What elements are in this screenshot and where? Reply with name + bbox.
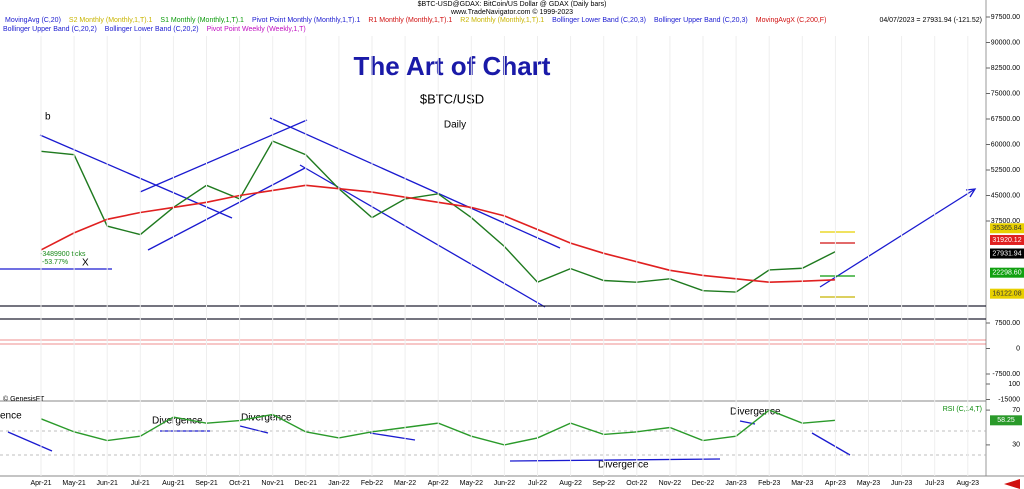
price-tag-label: 27931.94 <box>992 250 1021 257</box>
x-tick-label: May-21 <box>62 480 85 487</box>
y-tick-label: 30 <box>1012 442 1020 449</box>
annotation: b <box>45 112 51 123</box>
x-tick-label: Apr-23 <box>825 480 846 487</box>
y-tick-label: 97500.00 <box>991 14 1020 21</box>
legend-entry: Bollinger Lower Band (C,20,2) <box>105 26 199 33</box>
price-tag-label: 31920.12 <box>992 237 1021 244</box>
header-symbol: $BTC-USD@GDAX: BitCoin/US Dollar @ GDAX … <box>418 1 607 8</box>
y-tick-label: 45000.00 <box>991 192 1020 199</box>
scroll-arrow[interactable] <box>1004 479 1020 489</box>
price-tag-label: 16122.08 <box>992 291 1021 298</box>
price-tag <box>990 234 1024 245</box>
x-tick-label: Jun-23 <box>891 480 913 487</box>
price-tag <box>990 267 1024 278</box>
x-tick-label: Aug-23 <box>957 480 980 487</box>
x-tick-label: Jun-21 <box>96 480 118 487</box>
x-tick-label: Sep-21 <box>195 480 218 487</box>
legend-entry: MovingAvg (C,20) <box>5 17 61 24</box>
y-tick-label: 100 <box>1008 381 1020 388</box>
x-tick-label: Apr-21 <box>30 480 51 487</box>
x-tick-label: Mar-23 <box>791 480 813 487</box>
x-tick-label: Feb-23 <box>758 480 780 487</box>
legend-entry: S1 Monthly (Monthly,1,T).1 <box>160 17 244 24</box>
x-tick-label: May-23 <box>857 480 880 487</box>
y-tick-label: 52500.00 <box>991 167 1020 174</box>
chart-title: The Art of Chart <box>354 51 551 81</box>
x-tick-label: Jul-22 <box>528 480 547 487</box>
legend-entry: Bollinger Upper Band (C,20,3) <box>654 17 748 24</box>
y-tick-label: 7500.00 <box>995 320 1020 327</box>
x-tick-label: Mar-22 <box>394 480 416 487</box>
y-tick-label: 70 <box>1012 407 1020 414</box>
x-tick-label: Jan-22 <box>328 480 350 487</box>
period: Daily <box>444 120 466 131</box>
y-tick-label: -15000 <box>998 396 1020 403</box>
annotation: © GenesisFT <box>3 395 45 403</box>
legend-entry: MovingAvgX (C,200,F) <box>756 17 827 24</box>
legend-entry: Bollinger Lower Band (C,20,3) <box>552 17 646 24</box>
x-tick-label: Nov-22 <box>659 480 682 487</box>
annotation: X <box>82 258 89 269</box>
price-tag <box>990 288 1024 299</box>
annotation: Divergence <box>730 407 781 418</box>
annotation: -53.77% <box>42 259 68 266</box>
x-tick-label: Jan-23 <box>725 480 747 487</box>
value-label: 58.25 <box>997 417 1015 424</box>
price-tag-label: 22298.60 <box>992 270 1021 277</box>
y-tick-label: 90000.00 <box>991 39 1020 46</box>
value-tag <box>990 415 1022 426</box>
annotation: Divergence <box>152 416 203 427</box>
y-tick-label: 75000.00 <box>991 90 1020 97</box>
x-tick-label: Nov-21 <box>261 480 284 487</box>
legend-entry: S2 Monthly (Monthly,1,T).1 <box>69 17 153 24</box>
x-tick-label: Jul-21 <box>131 480 150 487</box>
chart-subtitle: $BTC/USD <box>420 91 484 106</box>
x-tick-label: Aug-22 <box>559 480 582 487</box>
legend-entry: Pivot Point Weekly (Weekly,1,T) <box>207 26 306 33</box>
x-tick-label: Oct-21 <box>229 480 250 487</box>
legend-entry: R2 Monthly (Monthly,1,T).1 <box>460 17 544 24</box>
x-tick-label: Sep-22 <box>592 480 615 487</box>
y-tick-label: 82500.00 <box>991 65 1020 72</box>
x-tick-label: Feb-22 <box>361 480 383 487</box>
annotation: ence <box>0 411 22 422</box>
y-tick-label: -7500.00 <box>992 371 1020 378</box>
legend-entry: Bollinger Upper Band (C,20,2) <box>3 26 97 33</box>
y-tick-label: 0 <box>1016 345 1020 352</box>
y-tick-label: 60000.00 <box>991 141 1020 148</box>
x-tick-label: Aug-21 <box>162 480 185 487</box>
annotation: Divergence <box>598 460 649 471</box>
annotation: -3489900 ticks <box>40 251 86 258</box>
annotation: Divergence <box>241 413 292 424</box>
price-tag-label: 35365.84 <box>992 225 1021 232</box>
legend-entry: Pivot Point Monthly (Monthly,1,T).1 <box>252 17 361 24</box>
header-copyright: www.TradeNavigator.com © 1999-2023 <box>450 8 573 16</box>
x-tick-label: Jun-22 <box>494 480 516 487</box>
y-tick-label: 37500.00 <box>991 218 1020 225</box>
panel-title: RSI (C,14,T) <box>943 406 982 413</box>
y-tick-label: 67500.00 <box>991 116 1020 123</box>
trend-lines <box>0 117 986 462</box>
price-tag <box>990 223 1024 234</box>
header-last: 04/07/2023 = 27931.94 (-121.52) <box>879 17 982 24</box>
x-tick-label: Jul-23 <box>925 480 944 487</box>
x-tick-label: Apr-22 <box>428 480 449 487</box>
x-tick-label: May-22 <box>460 480 483 487</box>
legend-entry: R1 Monthly (Monthly,1,T).1 <box>368 17 452 24</box>
x-tick-label: Dec-22 <box>692 480 715 487</box>
x-tick-label: Dec-21 <box>295 480 318 487</box>
x-tick-label: Oct-22 <box>626 480 647 487</box>
price-tag <box>990 248 1024 259</box>
